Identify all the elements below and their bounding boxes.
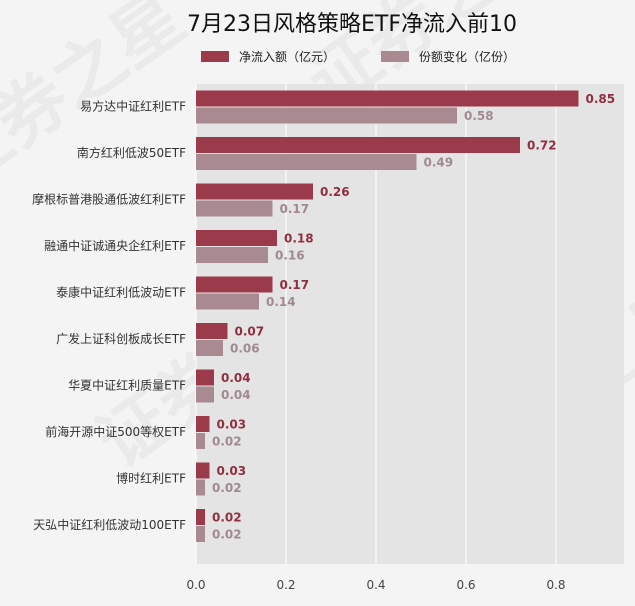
value-label-inflow: 0.18 [284, 232, 314, 246]
value-label-inflow: 0.02 [212, 511, 242, 525]
legend-swatch-shares [381, 51, 409, 62]
category-label: 融通中证诚通央企红利ETF [44, 238, 186, 253]
bar-share-change [196, 340, 223, 356]
bar-share-change [196, 107, 457, 124]
bar-inflow [196, 183, 313, 200]
bar-inflow [196, 369, 214, 386]
bar-inflow [196, 137, 520, 153]
x-tick-label: 0.4 [366, 578, 385, 592]
bar-inflow [196, 416, 210, 432]
x-tick-label: 0.2 [276, 578, 295, 592]
bars [196, 90, 579, 542]
bar-share-change [196, 526, 205, 542]
legend-label-inflow: 净流入额（亿元） [239, 49, 335, 64]
bar-share-change [196, 433, 205, 449]
category-label: 南方红利低波50ETF [77, 145, 186, 160]
value-label-inflow: 0.85 [586, 92, 616, 106]
value-label-share-change: 0.04 [221, 388, 251, 402]
value-label-share-change: 0.14 [266, 295, 296, 309]
category-label: 广发上证科创板成长ETF [56, 331, 186, 346]
x-tick-label: 0.8 [546, 578, 565, 592]
x-tick-label: 0.6 [456, 578, 475, 592]
value-label-share-change: 0.06 [230, 342, 260, 356]
value-label-share-change: 0.16 [275, 249, 305, 263]
value-label-share-change: 0.02 [212, 481, 242, 495]
x-axis-ticks: 0.0 0.2 0.4 0.6 0.8 [186, 578, 565, 592]
bar-share-change [196, 386, 214, 403]
bar-inflow [196, 276, 273, 293]
value-label-share-change: 0.02 [212, 435, 242, 449]
bar-share-change [196, 479, 205, 496]
category-label: 摩根标普港股通低波红利ETF [32, 192, 186, 207]
value-label-inflow: 0.26 [320, 185, 350, 199]
bar-share-change [196, 293, 259, 310]
value-label-share-change: 0.17 [280, 202, 310, 216]
value-label-share-change: 0.49 [424, 156, 454, 170]
category-label: 泰康中证红利低波动ETF [56, 285, 186, 300]
x-tick-label: 0.0 [186, 578, 205, 592]
bar-inflow [196, 323, 228, 339]
legend-label-shares: 份额变化（亿份） [419, 49, 515, 64]
bar-share-change [196, 247, 268, 263]
bar-inflow [196, 230, 277, 246]
category-label: 华夏中证红利质量ETF [68, 378, 186, 393]
value-label-inflow: 0.04 [221, 371, 251, 385]
bar-inflow [196, 462, 210, 479]
category-label: 前海开源中证500等权ETF [45, 424, 186, 439]
category-label: 天弘中证红利低波动100ETF [33, 517, 186, 532]
value-label-inflow: 0.17 [280, 278, 310, 292]
value-label-inflow: 0.03 [217, 464, 247, 478]
value-label-inflow: 0.03 [217, 418, 247, 432]
legend-swatch-inflow [201, 51, 229, 62]
bar-share-change [196, 154, 417, 170]
category-label: 博时红利ETF [116, 471, 186, 486]
category-label: 易方达中证红利ETF [80, 99, 186, 114]
value-label-share-change: 0.02 [212, 528, 242, 542]
value-label-inflow: 0.72 [527, 139, 557, 153]
legend: 净流入额（亿元） 份额变化（亿份） [201, 49, 515, 64]
bar-share-change [196, 200, 273, 217]
category-labels: 易方达中证红利ETF 南方红利低波50ETF 摩根标普港股通低波红利ETF 融通中证诚… [32, 99, 186, 533]
value-labels: 0.85 0.58 0.72 0.49 0.26 0.17 0.18 0.16 0.17 0.14… [212, 92, 615, 542]
value-label-inflow: 0.07 [235, 325, 265, 339]
bar-inflow [196, 90, 579, 107]
bar-inflow [196, 509, 205, 525]
value-label-share-change: 0.58 [464, 109, 494, 123]
chart-title: 7月23日风格策略ETF净流入前10 [187, 12, 517, 37]
